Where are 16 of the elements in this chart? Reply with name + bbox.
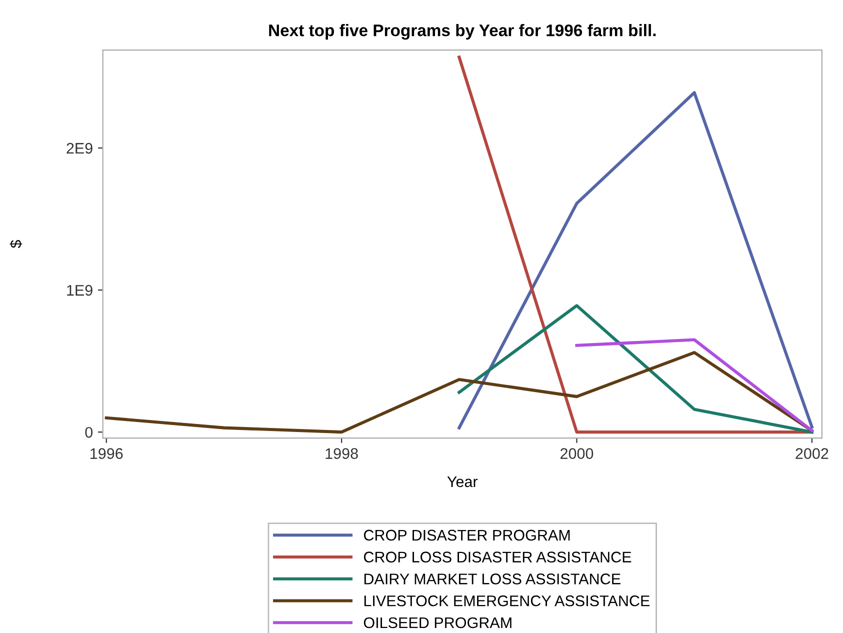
x-axis-title: Year — [447, 476, 478, 488]
line-series — [458, 304, 814, 434]
x-tick-label: 2000 — [560, 448, 594, 459]
legend-label: CROP DISASTER PROGRAM — [364, 530, 570, 541]
legend-label: DAIRY MARKET LOSS ASSISTANCE — [364, 574, 620, 584]
y-tick-label: 1E9 — [67, 284, 92, 296]
y-axis-title: $ — [10, 240, 22, 248]
chart-title: Next top five Programs by Year for 1996 farm bill. — [269, 24, 656, 40]
legend-label: CROP LOSS DISASTER ASSISTANCE — [364, 552, 632, 562]
legend-label: OILSEED PROGRAM — [364, 617, 512, 628]
legend-label: LIVESTOCK EMERGENCY ASSISTANCE — [364, 595, 650, 606]
x-tick-label: 2002 — [796, 448, 828, 459]
y-tick-label: 2E9 — [66, 142, 92, 154]
x-tick-label: 1996 — [90, 448, 123, 459]
x-tick-label: 1998 — [326, 448, 358, 459]
y-tick-label: 0 — [85, 426, 93, 438]
